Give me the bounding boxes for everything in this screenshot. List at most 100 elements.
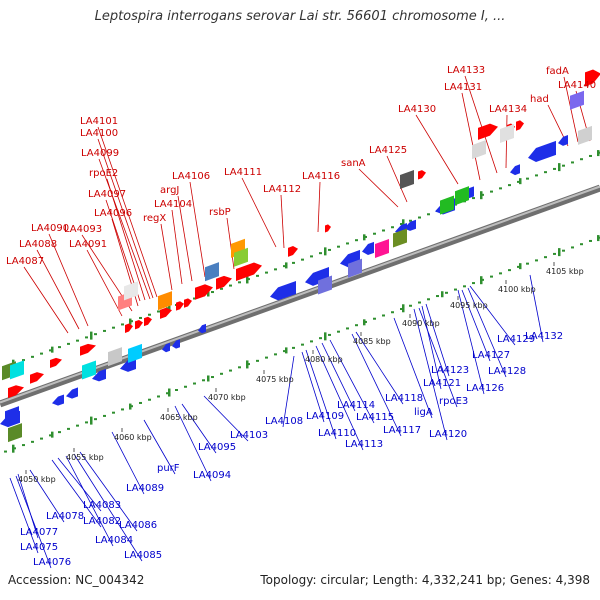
track-tick: [558, 163, 561, 172]
upper-track-dot: [256, 274, 259, 277]
reverse-callout: [181, 403, 217, 454]
reverse-callout: [461, 289, 491, 362]
backbone-highlight: [0, 185, 600, 404]
chromosome-backbone: [0, 150, 600, 453]
forward-label: LA4116: [302, 171, 340, 182]
reverse-label: LA4086: [119, 520, 157, 531]
track-tick: [285, 347, 288, 354]
reverse-label: ligA: [414, 407, 433, 418]
upper-track-dot: [508, 184, 511, 187]
lower-track-dot: [49, 434, 52, 437]
track-tick: [402, 304, 405, 313]
forward-gene-arrow: [418, 170, 426, 180]
reverse-label: LA4123: [431, 365, 469, 376]
upper-track-dot: [40, 352, 43, 355]
upper-track-dot: [238, 281, 241, 284]
forward-gene-arrow: [236, 262, 262, 282]
upper-track-dot: [418, 216, 421, 219]
ruler-label: 4090 kbp: [402, 319, 440, 328]
track-tick: [519, 178, 522, 185]
lower-track-dot: [508, 269, 511, 272]
genome-summary-text: Topology: circular; Length: 4,332,241 bp…: [260, 573, 590, 587]
reverse-label: purF: [157, 463, 180, 474]
forward-gene-arrow: [195, 284, 213, 300]
upper-track-dot: [490, 190, 493, 193]
reverse-callout: [29, 469, 65, 523]
lower-track-dot: [382, 314, 385, 317]
upper-track-dot: [229, 284, 232, 287]
map-title: Leptospira interrogans serovar Lai str. …: [94, 9, 506, 24]
lower-track-dot: [265, 356, 268, 359]
ruler-label: 4070 kbp: [208, 393, 246, 402]
lower-track-dot: [400, 308, 403, 310]
reverse-callout: [143, 419, 176, 475]
forward-callout: [189, 181, 206, 278]
lower-track-dot: [274, 353, 277, 356]
track-tick: [207, 290, 210, 297]
forward-label: LA4087: [6, 256, 44, 267]
reverse-callout: [301, 351, 325, 423]
feature-box: [128, 343, 142, 363]
forward-label: argJ: [160, 185, 179, 196]
reverse-label: LA4115: [356, 412, 394, 423]
reverse-callout: [17, 473, 39, 539]
upper-track-dot: [526, 177, 529, 180]
ruler-label: 4075 kbp: [256, 375, 294, 384]
feature-box: [455, 186, 469, 206]
track-tick: [441, 291, 444, 298]
upper-track-dot: [148, 313, 151, 316]
upper-track-dot: [589, 154, 592, 157]
ruler-label: 4060 kbp: [114, 433, 152, 442]
lower-track-dot: [202, 379, 205, 382]
forward-callout: [177, 195, 193, 282]
track-tick: [597, 235, 600, 242]
track-tick: [90, 331, 93, 340]
track-tick: [363, 234, 366, 241]
forward-gene-arrow: [516, 120, 524, 131]
track-tick: [246, 360, 249, 369]
lower-track-dot: [472, 282, 475, 285]
lower-track-dot: [301, 343, 304, 346]
forward-gene-arrow: [125, 323, 133, 333]
lower-track-dot: [355, 324, 358, 327]
forward-label: sanA: [341, 158, 366, 169]
reverse-callout: [457, 289, 485, 395]
reverse-callout: [421, 305, 442, 390]
forward-label: LA4130: [398, 104, 436, 115]
feature-box: [318, 275, 332, 295]
backbone-line: [0, 184, 600, 408]
gene-features: [0, 69, 600, 443]
lower-track-dot: [76, 424, 79, 427]
reverse-gene-arrow: [270, 280, 296, 301]
reverse-callout: [393, 317, 433, 419]
reverse-gene-arrow: [198, 323, 206, 334]
reverse-label: LA4076: [33, 557, 71, 568]
lower-track-dot: [58, 431, 61, 434]
forward-callout: [86, 249, 123, 317]
upper-track-dot: [121, 323, 124, 326]
upper-track-dot: [382, 229, 385, 232]
reverse-label: LA4108: [265, 416, 303, 427]
forward-label: LA4091: [69, 239, 107, 250]
forward-label: LA4134: [489, 104, 527, 115]
upper-track-dot: [562, 164, 565, 167]
feature-box: [400, 169, 414, 189]
feature-box: [124, 281, 138, 301]
forward-callout: [36, 249, 80, 330]
reverse-callout: [355, 331, 404, 405]
ruler-label: 4085 kbp: [353, 337, 391, 346]
forward-label: LA4106: [172, 171, 210, 182]
lower-track-dot: [454, 288, 457, 291]
forward-gene-arrow: [176, 301, 184, 311]
lower-track-dot: [445, 291, 448, 294]
forward-label: LA4140: [558, 80, 596, 91]
reverse-callout: [321, 342, 356, 412]
lower-track-dot: [211, 376, 214, 379]
lower-track-dot: [580, 243, 583, 246]
forward-callout: [23, 266, 69, 334]
forward-gene-arrow: [144, 316, 152, 327]
lower-track-dot: [373, 317, 376, 320]
forward-label: regX: [143, 213, 166, 224]
reverse-label: LA4128: [488, 366, 526, 377]
